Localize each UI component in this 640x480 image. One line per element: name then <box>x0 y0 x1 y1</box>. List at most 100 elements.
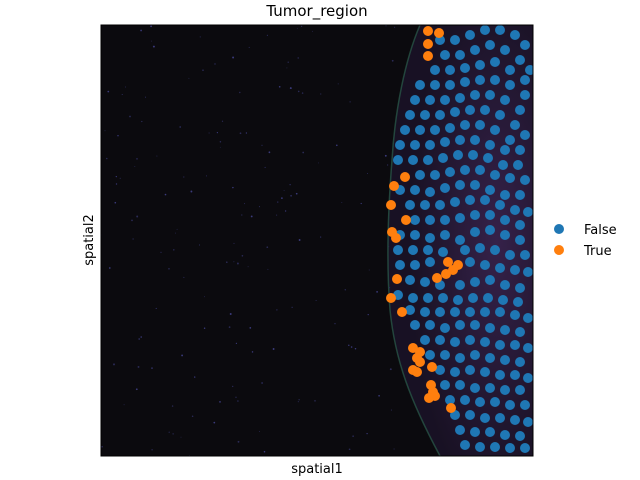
background-speck <box>136 215 139 218</box>
background-speck <box>123 404 125 406</box>
scatter-point-false <box>520 40 530 50</box>
y-axis-label: spatial2 <box>82 214 97 266</box>
background-speck <box>290 194 292 197</box>
background-speck <box>289 184 291 186</box>
background-speck <box>114 201 117 204</box>
scatter-point-false <box>450 107 460 117</box>
background-speck <box>115 183 118 185</box>
background-speck <box>140 29 142 32</box>
background-speck <box>229 313 232 315</box>
scatter-point-false <box>455 280 465 290</box>
background-speck <box>314 400 316 402</box>
scatter-point-false <box>505 80 515 90</box>
scatter-point-false <box>515 327 525 337</box>
background-speck <box>203 327 206 330</box>
background-speck <box>117 135 119 137</box>
scatter-point-true <box>386 200 396 210</box>
scatter-point-false <box>465 195 475 205</box>
scatter-point-false <box>420 307 430 317</box>
scatter-point-false <box>420 335 430 345</box>
scatter-point-false <box>460 395 470 405</box>
background-speck <box>386 164 389 166</box>
background-speck <box>199 36 201 38</box>
background-speck <box>261 144 263 146</box>
scatter-point-false <box>465 30 475 40</box>
series-true <box>386 26 463 413</box>
scatter-point-false <box>430 80 440 90</box>
background-speck <box>354 347 357 350</box>
scatter-point-false <box>515 235 525 245</box>
background-speck <box>318 162 319 164</box>
scatter-point-false <box>460 245 470 255</box>
scatter-point-false <box>440 350 450 360</box>
background-speck <box>258 431 260 432</box>
scatter-point-false <box>455 380 465 390</box>
scatter-point-false <box>495 263 505 273</box>
scatter-point-false <box>465 335 475 345</box>
scatter-point-true <box>423 26 433 36</box>
scatter-point-false <box>455 180 465 190</box>
scatter-point-false <box>445 395 455 405</box>
scatter-point-true <box>400 172 410 182</box>
scatter-point-false <box>515 55 525 65</box>
scatter-point-true <box>386 293 396 303</box>
background-speck <box>385 25 387 27</box>
background-speck <box>241 254 244 257</box>
scatter-point-false <box>485 323 495 333</box>
background-speck <box>247 266 249 268</box>
scatter-point-false <box>500 280 510 290</box>
background-speck <box>235 342 237 344</box>
background-speck <box>235 396 237 398</box>
background-speck <box>258 206 260 208</box>
scatter-point-false <box>485 140 495 150</box>
scatter-point-false <box>468 293 478 303</box>
scatter-point-false <box>455 235 465 245</box>
scatter-point-false <box>410 95 420 105</box>
scatter-point-false <box>510 265 520 275</box>
scatter-point-false <box>480 195 490 205</box>
tissue-edge <box>387 25 441 456</box>
background-speck <box>366 172 369 175</box>
background-speck <box>272 348 275 350</box>
background-speck <box>141 120 143 123</box>
scatter-point-false <box>485 185 495 195</box>
scatter-point-false <box>475 397 485 407</box>
scatter-point-false <box>495 307 505 317</box>
background-speck <box>101 445 103 448</box>
background-speck <box>115 175 117 178</box>
background-speck <box>204 296 205 298</box>
background-speck <box>237 440 240 443</box>
scatter-point-false <box>480 337 490 347</box>
background-speck <box>391 59 394 62</box>
scatter-point-false <box>465 307 475 317</box>
background-speck <box>301 92 304 94</box>
scatter-point-false <box>510 205 520 215</box>
scatter-point-false <box>415 125 425 135</box>
scatter-point-false <box>520 130 530 140</box>
background-speck <box>311 30 313 32</box>
background-speck <box>190 190 193 193</box>
scatter-point-false <box>515 220 525 230</box>
background-speck <box>150 25 153 28</box>
scatter-point-true <box>389 181 399 191</box>
background-speck <box>368 269 370 271</box>
background-speck <box>181 354 184 357</box>
scatter-point-false <box>470 350 480 360</box>
scatter-point-false <box>515 105 525 115</box>
scatter-point-false <box>485 90 495 100</box>
scatter-point-false <box>395 260 405 270</box>
legend-label-true: True <box>583 244 612 259</box>
legend-marker-false <box>554 224 564 234</box>
background-speck <box>168 268 170 270</box>
background-speck <box>297 401 299 403</box>
scatter-point-false <box>425 140 435 150</box>
scatter-point-false <box>455 50 465 60</box>
background-speck <box>108 267 111 269</box>
background-speck <box>198 244 200 246</box>
background-speck <box>136 158 138 160</box>
background-speck <box>349 101 351 103</box>
scatter-point-false <box>430 170 440 180</box>
scatter-point-true <box>427 362 437 372</box>
scatter-point-false <box>498 295 508 305</box>
scatter-point-false <box>520 175 530 185</box>
